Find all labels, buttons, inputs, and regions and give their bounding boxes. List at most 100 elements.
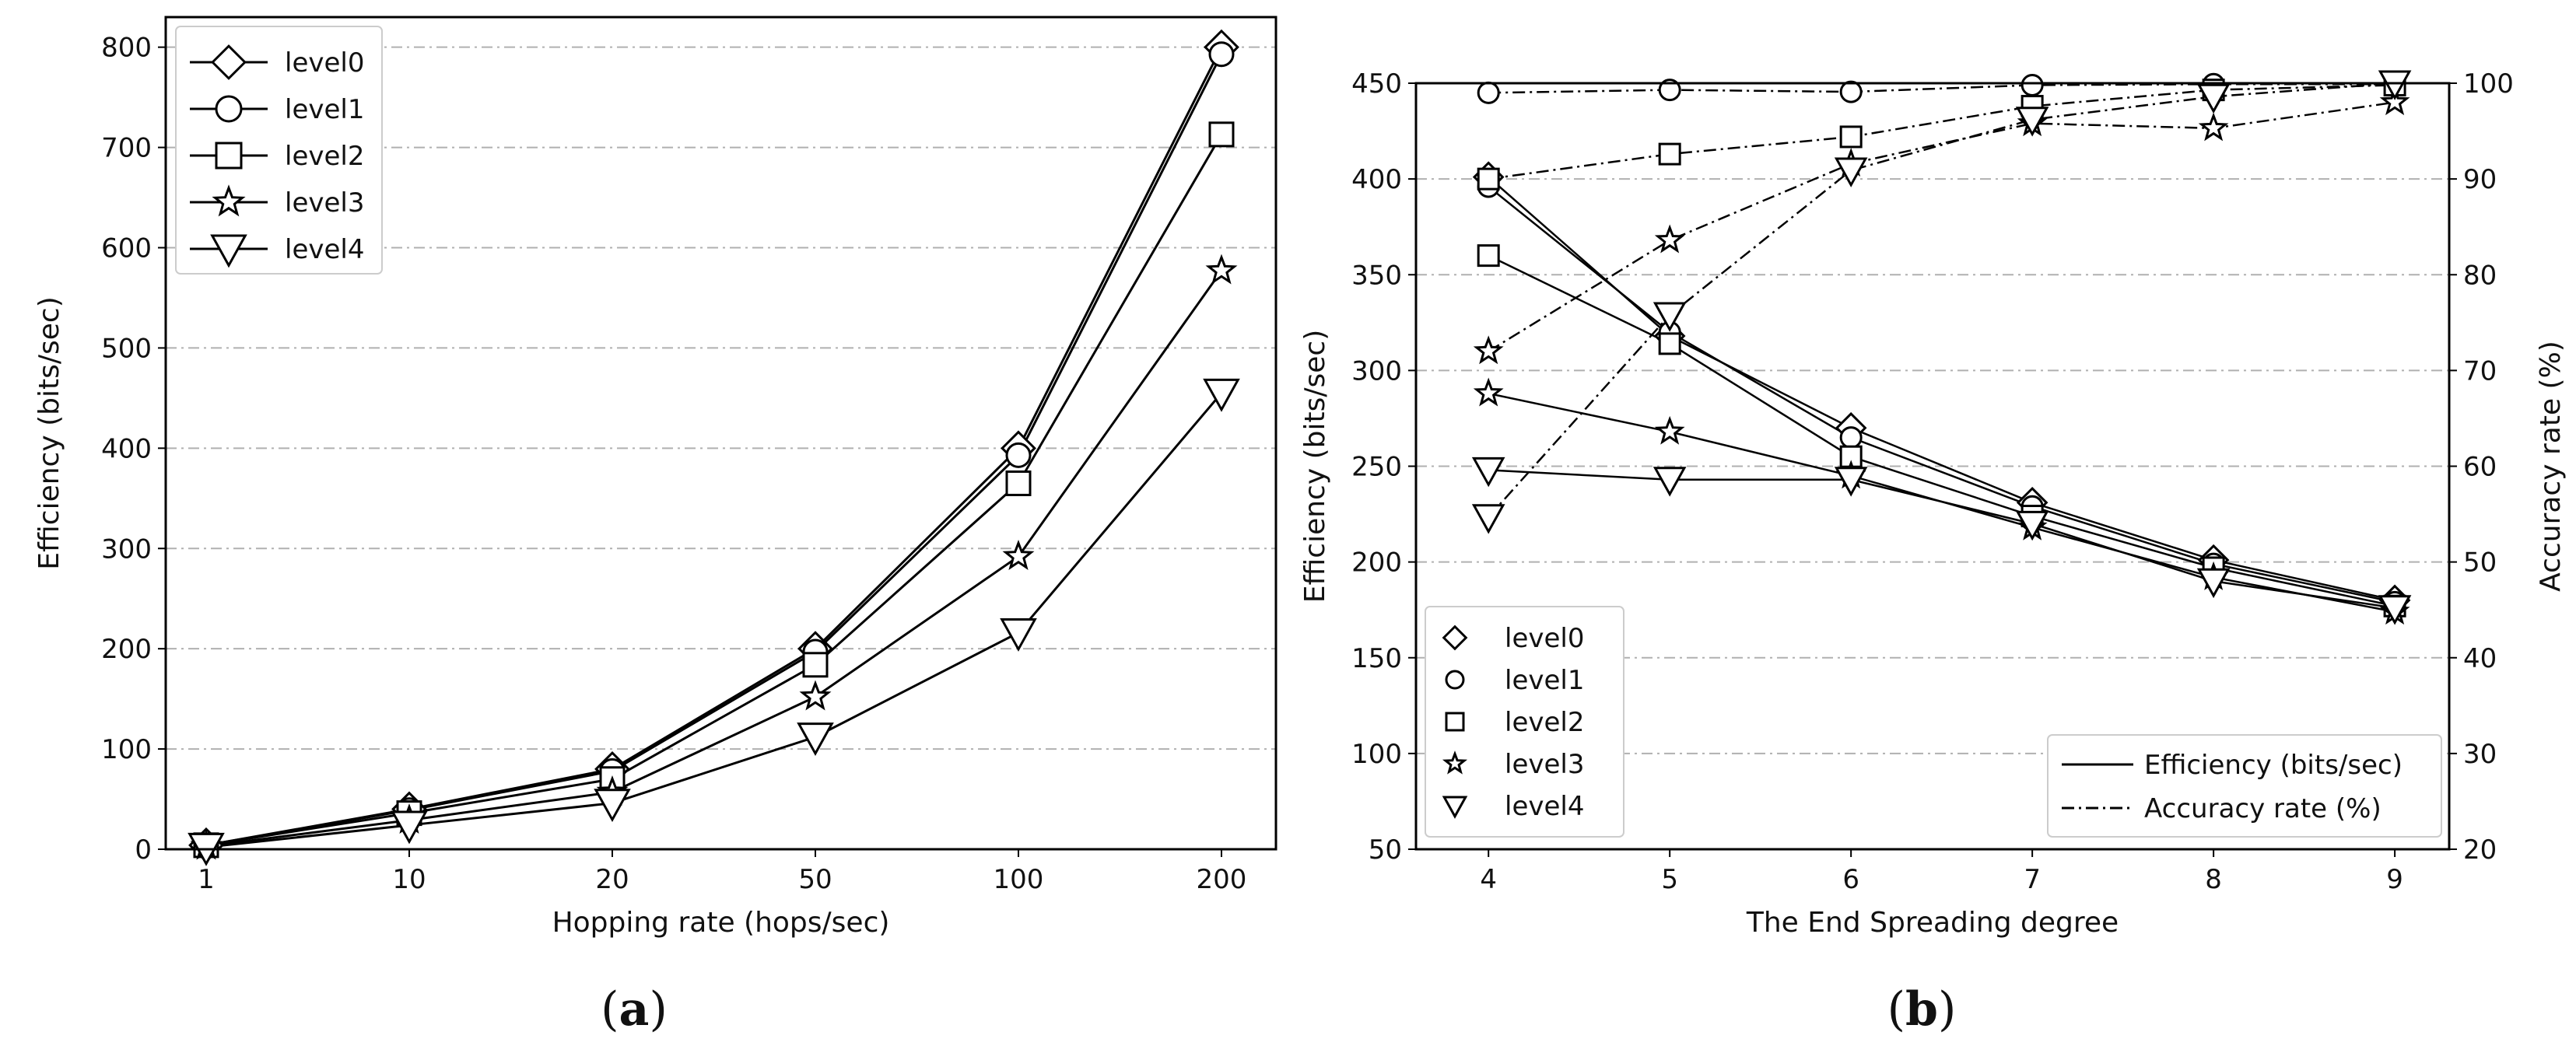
y-tick-label-b: 250 [1351, 452, 1402, 483]
y-tick-label-a: 600 [101, 233, 152, 264]
accuracy-point-b-level3 [2198, 112, 2229, 142]
accuracy-line-b-level4 [1488, 82, 2396, 518]
efficiency-point-b-level4 [2378, 595, 2412, 625]
x-tick-label-a: 50 [798, 864, 832, 895]
accuracy-point-b-level4 [2196, 83, 2231, 114]
data-point-a-level2 [802, 652, 829, 678]
data-point-a-level4 [594, 789, 631, 823]
accuracy-point-b-level3 [1654, 224, 1685, 254]
y-tick-label-a: 800 [101, 33, 152, 64]
series-line-a-level2 [205, 134, 1223, 847]
efficiency-point-b-level3 [1473, 377, 1504, 407]
x-tick-label-b: 8 [2205, 864, 2222, 895]
accuracy-point-b-level3 [1473, 335, 1504, 365]
accuracy-point-b-level3 [2379, 86, 2410, 116]
data-point-a-level4 [797, 722, 834, 756]
accuracy-line-b-level2 [1488, 84, 2396, 180]
accuracy-point-b-level4 [2378, 70, 2412, 100]
legend-marker-a-level1 [215, 95, 243, 123]
y-tick-label-b: 300 [1351, 355, 1402, 387]
accuracy-point-b-level4 [1471, 504, 1505, 534]
accuracy-point-b-level1 [1658, 79, 1681, 102]
efficiency-point-b-level4 [1471, 457, 1505, 488]
accuracy-point-b-level1 [1477, 81, 1500, 104]
y-right-tick-label-b: 70 [2463, 355, 2497, 387]
x-tick-label-a: 10 [392, 864, 426, 895]
y-tick-label-a: 0 [135, 834, 152, 866]
legend-label-b-level3: level3 [1505, 749, 1584, 780]
plot-frame-a [164, 16, 1277, 851]
legend-marker-a-level0 [211, 44, 247, 80]
accuracy-point-b-level2 [1839, 125, 1863, 149]
y-tick-label-a: 700 [101, 133, 152, 164]
efficiency-line-b-level1 [1488, 186, 2396, 603]
y-tick-label-b: 450 [1351, 68, 1402, 100]
efficiency-line-b-level4 [1488, 469, 2396, 609]
x-tick-label-b: 4 [1480, 864, 1497, 895]
legend-style-label-b: Accuracy rate (%) [2144, 793, 2381, 824]
efficiency-line-b-level2 [1488, 254, 2396, 607]
legend-label-a-level3: level3 [285, 187, 364, 219]
y-tick-label-a: 400 [101, 433, 152, 464]
data-point-a-level3 [1205, 254, 1238, 285]
efficiency-point-b-level4 [2196, 568, 2231, 599]
x-tick-label-a: 20 [595, 864, 629, 895]
data-point-a-level1 [1208, 41, 1235, 68]
accuracy-point-b-level2 [1658, 142, 1681, 166]
legend-marker-a-level4 [210, 234, 247, 268]
accuracy-point-b-level4 [1652, 302, 1687, 332]
x-tick-label-a: 100 [994, 864, 1044, 895]
data-point-a-level4 [1000, 618, 1037, 652]
legend-label-b-level0: level0 [1505, 623, 1584, 654]
x-tick-label-b: 7 [2024, 864, 2041, 895]
y-right-tick-label-b: 80 [2463, 260, 2497, 291]
y-tick-label-b: 100 [1351, 739, 1402, 770]
x-axis-label-b: The End Spreading degree [1746, 907, 2119, 939]
efficiency-point-b-level3 [1654, 415, 1685, 445]
y-right-tick-label-b: 30 [2463, 739, 2497, 770]
legend-label-b-level1: level1 [1505, 665, 1584, 696]
y-right-axis-label-b: Accuracy rate (%) [2535, 341, 2567, 592]
y-right-tick-label-b: 50 [2463, 547, 2497, 579]
y-right-tick-label-b: 40 [2463, 643, 2497, 674]
panel-a-chart: 0 100 200 300 400 500 600 700 800 1 10 20 50 100 200 Ho… [33, 16, 1277, 939]
legend-marker-b-level0 [1442, 624, 1468, 651]
y-axis-label-a: Efficiency (bits/sec) [33, 296, 65, 570]
efficiency-point-b-level4 [2015, 510, 2049, 541]
panel-b-label: (b) [1887, 982, 1957, 1037]
legend-marker-a-level2 [215, 142, 243, 170]
legend-style-b [2047, 734, 2442, 838]
data-point-a-level1 [1005, 442, 1032, 468]
legend-marker-b-level2 [1445, 712, 1465, 732]
data-point-a-level2 [1208, 121, 1235, 148]
accuracy-point-b-level2 [1477, 167, 1500, 191]
y-right-tick-label-b: 90 [2463, 164, 2497, 195]
legend-a [175, 26, 383, 275]
accuracy-point-b-level1 [2020, 73, 2044, 96]
plot-frame-b [1414, 82, 2451, 851]
series-line-a-level4 [205, 392, 1223, 848]
x-tick-label-b: 9 [2386, 864, 2403, 895]
panel-a-label: (a) [601, 982, 668, 1037]
y-tick-label-b: 400 [1351, 164, 1402, 195]
legend-label-a-level1: level1 [285, 94, 364, 125]
efficiency-line-b-level0 [1488, 176, 2396, 602]
accuracy-line-b-level3 [1488, 101, 2396, 352]
series-line-a-level3 [205, 270, 1223, 848]
efficiency-point-b-level4 [1652, 467, 1687, 497]
data-point-a-level3 [1002, 540, 1035, 570]
y-tick-label-a: 300 [101, 533, 152, 565]
x-tick-label-b: 5 [1661, 864, 1678, 895]
y-axis-label-b: Efficiency (bits/sec) [1299, 330, 1331, 603]
legend-label-b-level2: level2 [1505, 707, 1584, 738]
legend-marker-b-level4 [1442, 796, 1468, 819]
x-tick-label-a: 200 [1197, 864, 1247, 895]
accuracy-point-b-level4 [2015, 107, 2049, 137]
efficiency-point-b-level2 [1477, 244, 1500, 268]
y-right-tick-label-b: 100 [2463, 68, 2514, 100]
x-tick-label-a: 1 [198, 864, 215, 895]
accuracy-point-b-level4 [1834, 157, 1868, 187]
data-point-a-level3 [799, 680, 832, 711]
data-point-a-level4 [391, 810, 428, 845]
